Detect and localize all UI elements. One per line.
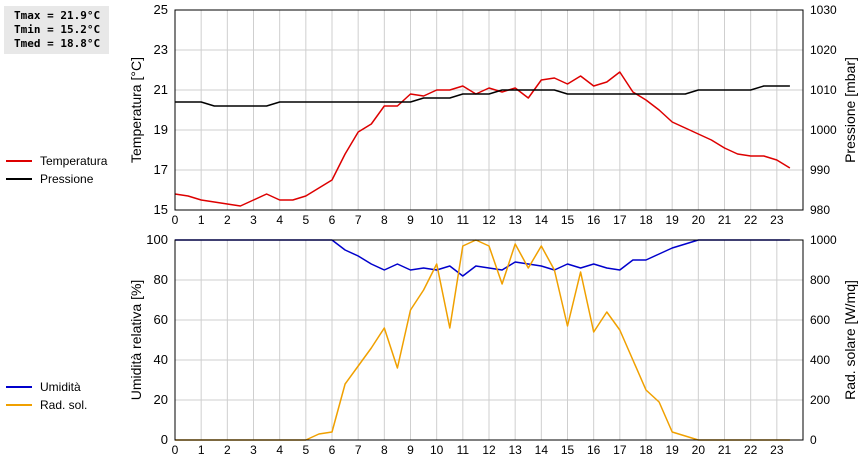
chart1-y-tick-label: 21: [154, 82, 168, 97]
chart1-y2label: Pressione [mbar]: [842, 57, 858, 163]
chart2-y-tick-label: 60: [154, 312, 168, 327]
chart2-x-tick-label: 15: [561, 443, 575, 457]
chart1-x-tick-label: 2: [224, 213, 231, 227]
chart2-y-tick-label: 80: [154, 272, 168, 287]
chart1-x-tick-label: 1: [198, 213, 205, 227]
chart1-x-tick-label: 13: [508, 213, 522, 227]
chart2-y2-tick-label: 600: [810, 313, 830, 327]
chart2-y2-tick-label: 0: [810, 433, 817, 447]
stats-box: Tmax = 21.9°C Tmin = 15.2°C Tmed = 18.8°…: [4, 6, 109, 54]
chart2-x-tick-label: 14: [535, 443, 549, 457]
chart2-x-tick-label: 16: [587, 443, 601, 457]
chart2-frame: [174, 239, 804, 441]
chart1-x-tick-label: 18: [639, 213, 653, 227]
chart1-y2-tick-label: 1010: [810, 83, 837, 97]
chart2-x-tick-label: 2: [224, 443, 231, 457]
chart1-frame: [174, 9, 804, 211]
chart1-x-tick-label: 19: [665, 213, 679, 227]
chart2-y2label: Rad. solare [W/mq]: [842, 280, 858, 400]
chart2-x-tick-label: 5: [302, 443, 309, 457]
chart2-x-tick-label: 13: [508, 443, 522, 457]
chart1-x-tick-label: 20: [692, 213, 706, 227]
chart1-x-tick-label: 15: [561, 213, 575, 227]
chart1-x-tick-label: 3: [250, 213, 257, 227]
legend-item-radsol: Rad. sol.: [6, 396, 87, 414]
chart1-y-tick-label: 15: [154, 202, 168, 217]
chart1-series-temperatura: [174, 71, 791, 207]
chart2-x-tick-label: 17: [613, 443, 627, 457]
chart1-y2-tick-label: 980: [810, 203, 830, 217]
legend-label-umidita: Umidità: [40, 380, 81, 394]
chart2-y2-tick-label: 400: [810, 353, 830, 367]
chart2-x-tick-label: 19: [665, 443, 679, 457]
chart1-x-tick-label: 23: [770, 213, 784, 227]
chart2-x-tick-label: 22: [744, 443, 758, 457]
chart1-x-tick-label: 9: [407, 213, 414, 227]
chart1-x-tick-label: 10: [430, 213, 444, 227]
chart2-y2-tick-label: 200: [810, 393, 830, 407]
legend-bottom: Umidità Rad. sol.: [6, 378, 87, 414]
chart2-x-tick-label: 23: [770, 443, 784, 457]
legend-swatch-temperatura: [6, 160, 32, 162]
chart2-y2-tick-label: 800: [810, 273, 830, 287]
chart2-x-tick-label: 8: [381, 443, 388, 457]
legend-swatch-pressione: [6, 178, 32, 180]
chart1-x-tick-label: 12: [482, 213, 496, 227]
legend-label-pressione: Pressione: [40, 172, 94, 186]
chart2-x-tick-label: 21: [718, 443, 732, 457]
chart1-y-tick-label: 19: [154, 122, 168, 137]
chart2-x-tick-label: 9: [407, 443, 414, 457]
chart1-x-tick-label: 16: [587, 213, 601, 227]
chart1-y-tick-label: 25: [154, 2, 168, 17]
chart2-x-tick-label: 10: [430, 443, 444, 457]
chart1-x-tick-label: 17: [613, 213, 627, 227]
legend-swatch-radsol: [6, 404, 32, 406]
chart2-x-tick-label: 18: [639, 443, 653, 457]
chart2-x-tick-label: 7: [355, 443, 362, 457]
chart2-y2-tick-label: 1000: [810, 233, 837, 247]
chart2-x-tick-label: 11: [457, 443, 470, 457]
chart2-y-tick-label: 0: [161, 432, 168, 447]
chart1-y2-tick-label: 1020: [810, 43, 837, 57]
chart2-x-tick-label: 4: [276, 443, 283, 457]
chart1-x-tick-label: 6: [329, 213, 336, 227]
chart1-x-tick-label: 11: [457, 213, 470, 227]
chart1-x-tick-label: 21: [718, 213, 732, 227]
chart1-y2-tick-label: 990: [810, 163, 830, 177]
chart1-y-tick-label: 17: [154, 162, 168, 177]
chart1-x-tick-label: 14: [535, 213, 549, 227]
chart2-x-tick-label: 3: [250, 443, 257, 457]
legend-swatch-umidita: [6, 386, 32, 388]
chart1-series-pressione: [175, 85, 790, 107]
chart1-y2-tick-label: 1000: [810, 123, 837, 137]
chart2-x-tick-label: 20: [692, 443, 706, 457]
chart2-x-tick-label: 0: [172, 443, 179, 457]
tmin-label: Tmin = 15.2°C: [14, 23, 101, 36]
chart2-x-tick-label: 6: [329, 443, 336, 457]
chart1-ylabel: Temperatura [°C]: [128, 57, 144, 163]
legend-item-umidita: Umidità: [6, 378, 87, 396]
chart2-y-tick-label: 40: [154, 352, 168, 367]
chart1-x-tick-label: 22: [744, 213, 758, 227]
legend-top: Temperatura Pressione: [6, 152, 107, 188]
chart2-x-tick-label: 1: [198, 443, 205, 457]
legend-item-temperatura: Temperatura: [6, 152, 107, 170]
chart1-x-tick-label: 4: [276, 213, 283, 227]
chart1-y-tick-label: 23: [154, 42, 168, 57]
tmed-label: Tmed = 18.8°C: [14, 37, 101, 50]
chart1-x-tick-label: 0: [172, 213, 179, 227]
tmax-label: Tmax = 21.9°C: [14, 9, 101, 22]
chart2-y-tick-label: 20: [154, 392, 168, 407]
legend-item-pressione: Pressione: [6, 170, 107, 188]
chart1-x-tick-label: 5: [302, 213, 309, 227]
chart2-y-tick-label: 100: [146, 232, 168, 247]
chart2-ylabel: Umidità relativa [%]: [128, 280, 144, 401]
legend-label-radsol: Rad. sol.: [40, 398, 88, 412]
legend-label-temperatura: Temperatura: [40, 154, 108, 168]
chart2-x-tick-label: 12: [482, 443, 496, 457]
chart1-x-tick-label: 7: [355, 213, 362, 227]
chart1-y2-tick-label: 1030: [810, 3, 837, 17]
chart1-x-tick-label: 8: [381, 213, 388, 227]
